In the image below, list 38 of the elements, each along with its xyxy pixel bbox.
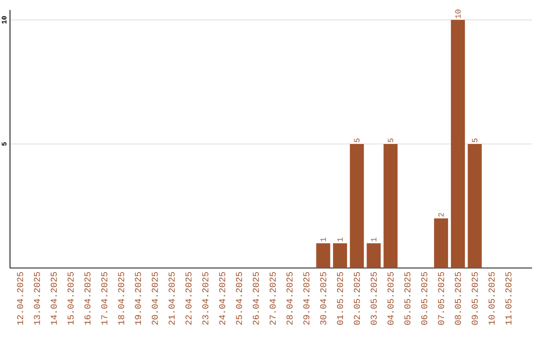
x-tick-label: 23.04.2025 [202, 272, 208, 325]
x-tick-label: 13.04.2025 [34, 272, 40, 325]
x-tick-label: 03.05.2025 [370, 272, 377, 325]
x-tick-label: 15.04.2025 [68, 272, 74, 325]
x-tick-label: 24.04.2025 [219, 272, 226, 325]
x-tick-label: 05.05.2025 [404, 272, 410, 325]
x-tick-label: 01.05.2025 [337, 272, 344, 325]
x-tick-label: 29.04.2025 [303, 272, 310, 325]
bar [468, 144, 482, 268]
x-tick-label: 07.05.2025 [438, 272, 444, 325]
bar [333, 243, 348, 268]
x-tick-label: 30.04.2025 [320, 272, 326, 325]
x-tick-label: 12.04.2025 [17, 272, 24, 325]
bar [434, 218, 448, 268]
bar [450, 20, 465, 268]
x-tick-label: 02.05.2025 [354, 272, 360, 325]
x-tick-label: 20.04.2025 [152, 272, 158, 325]
x-tick-label: 27.04.2025 [270, 272, 276, 325]
x-tick-label: 06.05.2025 [421, 272, 428, 325]
x-tick-label: 26.04.2025 [252, 272, 259, 325]
x-tick-label: 09.05.2025 [472, 272, 478, 325]
x-tick-label: 17.04.2025 [101, 272, 108, 325]
bar [366, 243, 381, 268]
x-tick-label: 18.04.2025 [118, 272, 124, 325]
x-tick-label: 04.05.2025 [388, 272, 394, 325]
bar [350, 144, 364, 268]
bar [384, 144, 398, 268]
x-tick-label: 10.05.2025 [488, 272, 495, 325]
x-tick-label: 19.04.2025 [134, 272, 142, 325]
x-tick-label: 25.04.2025 [236, 272, 242, 325]
x-tick-label: 28.04.2025 [286, 272, 293, 325]
x-tick-label: 21.04.2025 [168, 272, 175, 325]
x-tick-label: 14.04.2025 [50, 272, 57, 325]
x-tick-label: 22.04.2025 [185, 272, 192, 325]
x-tick-label: 16.04.2025 [84, 272, 91, 325]
x-tick-label: 08.05.2025 [454, 272, 461, 325]
bar [316, 243, 330, 268]
x-tick-label: 11.05.2025 [505, 272, 512, 325]
